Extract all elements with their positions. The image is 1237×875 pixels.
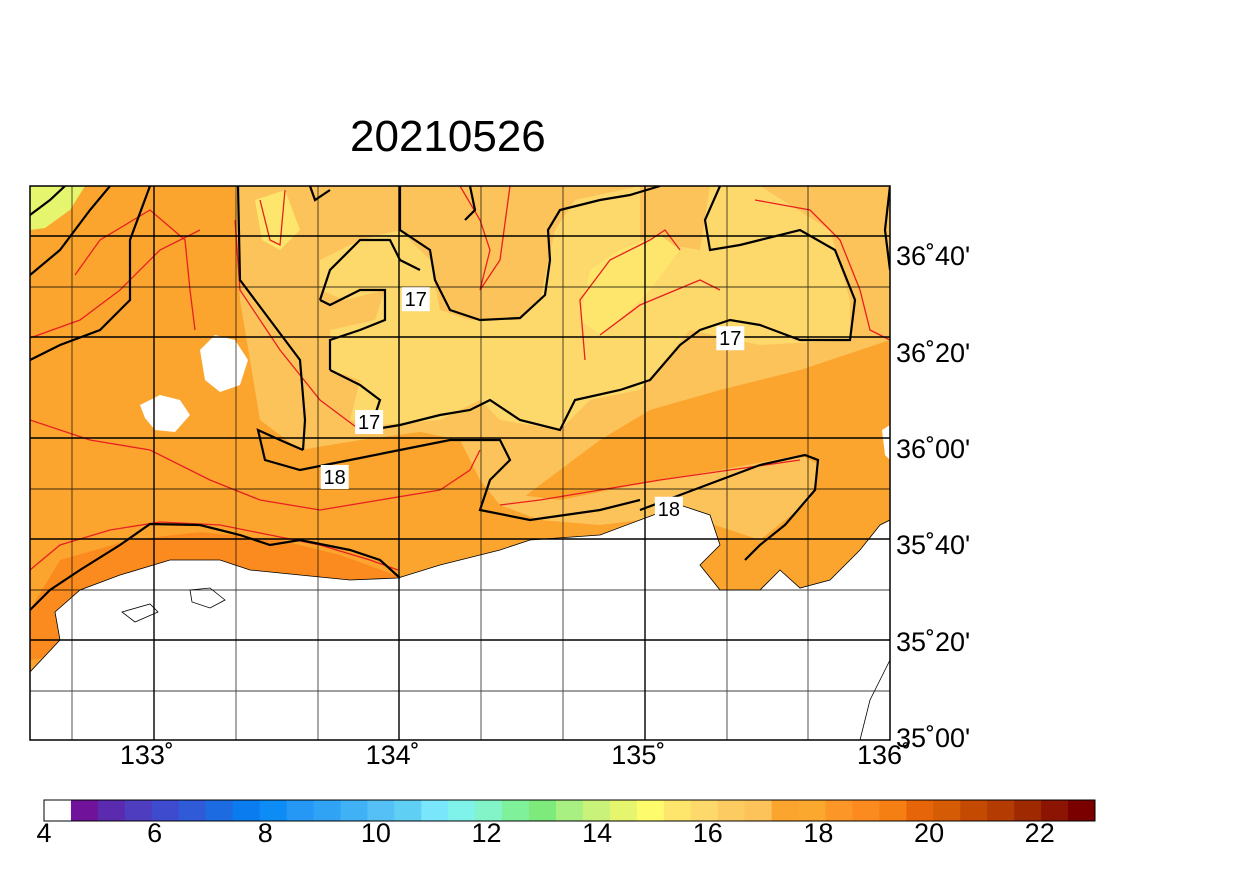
contour-labels: 17 17 17 18 18 [320,287,745,521]
colorbar-cell [933,800,961,821]
colorbar-cell [340,800,368,821]
contour-label-text: 17 [358,412,380,434]
contour-label: 17 [716,326,745,351]
lat-label: 36˚40' [896,241,971,272]
contour-label-text: 18 [658,499,680,521]
colorbar [43,799,1096,822]
colorbar-label: 16 [692,818,723,848]
colorbar-cell [1014,800,1042,821]
map-frame [29,185,891,741]
field-15-16-west [255,190,300,250]
contour-label-text: 17 [405,289,427,311]
colorbar-cell [529,800,557,821]
contour-label: 17 [355,410,384,435]
colorbar-frame [43,799,1096,822]
lat-label: 36˚20' [896,337,971,368]
colorbar-cell [151,800,180,821]
contour-label-text: 17 [719,328,741,350]
colorbar-cell [178,800,207,821]
land-honshu [30,504,890,740]
contour-label: 17 [401,287,430,312]
colorbar-cell [205,800,234,821]
colorbar-cell [259,800,288,821]
lat-label: 35˚00' [896,723,971,753]
land-east-tip [882,425,890,460]
land-southeast [859,659,890,740]
lon-label: 133˚ [119,740,174,770]
lon-label: 135˚ [611,740,666,770]
map-title: 20210526 [350,112,546,161]
colorbar-cell [124,800,153,821]
colorbar-cell [717,800,746,821]
colorbar-label: 4 [36,818,52,848]
colorbar-cell [852,800,880,821]
colorbar-cell [448,800,476,821]
lat-label: 35˚20' [896,626,971,657]
lon-label: 136˚ [857,740,912,770]
colorbar-cell [636,800,665,821]
colorbar-label: 10 [360,818,391,848]
colorbar-label: 6 [147,818,163,848]
colorbar-cell [663,800,692,821]
colorbar-cell [232,800,261,821]
graticule [30,186,890,740]
colorbar-cell [609,800,638,821]
contour-label: 18 [654,496,683,521]
colorbar-cell [475,800,503,821]
colorbar-label: 14 [582,818,613,848]
colorbar-cell [394,800,422,821]
colorbar-cell [960,800,988,821]
lon-label: 134˚ [365,740,420,770]
colorbar-cell [1041,800,1069,821]
colorbar-cell [556,800,584,821]
colorbar-label: 8 [257,818,273,848]
colorbar-label: 12 [471,818,502,848]
colorbar-cell [367,800,395,821]
colorbar-label: 22 [1024,818,1055,848]
red-contours [30,186,890,571]
colorbar-label: 18 [803,818,834,848]
island-outline-1 [121,603,159,623]
field-16-17-north [245,186,850,430]
colorbar-cell [771,800,800,821]
colorbar-label: 20 [914,818,945,848]
colorbar-cell [286,800,314,821]
colorbar-cell [906,800,934,821]
colorbar-cell [1068,800,1096,821]
colorbar-cell [879,800,907,821]
field-15-16-east [580,235,680,335]
colorbar-cell [825,800,853,821]
colorbar-cell [44,800,72,821]
lat-label: 36˚00' [896,433,971,464]
contour-label: 18 [320,464,349,489]
field-14-15-corner [30,186,85,230]
colorbar-cell [690,800,719,821]
graticule-major [30,186,890,740]
colorbar-cell [798,800,827,821]
colorbar-cell [987,800,1015,821]
colorbar-cell [70,800,99,821]
land-oki-dozen [140,395,190,432]
contour-label-text: 18 [324,467,346,489]
colorbar-cell [582,800,611,821]
colorbar-cell [421,800,449,821]
colorbar-cell [502,800,530,821]
lat-label: 35˚40' [896,530,971,561]
colorbar-cell [744,800,773,821]
colorbar-cell [97,800,126,821]
island-outline-2 [189,587,226,609]
colorbar-cell [313,800,341,821]
